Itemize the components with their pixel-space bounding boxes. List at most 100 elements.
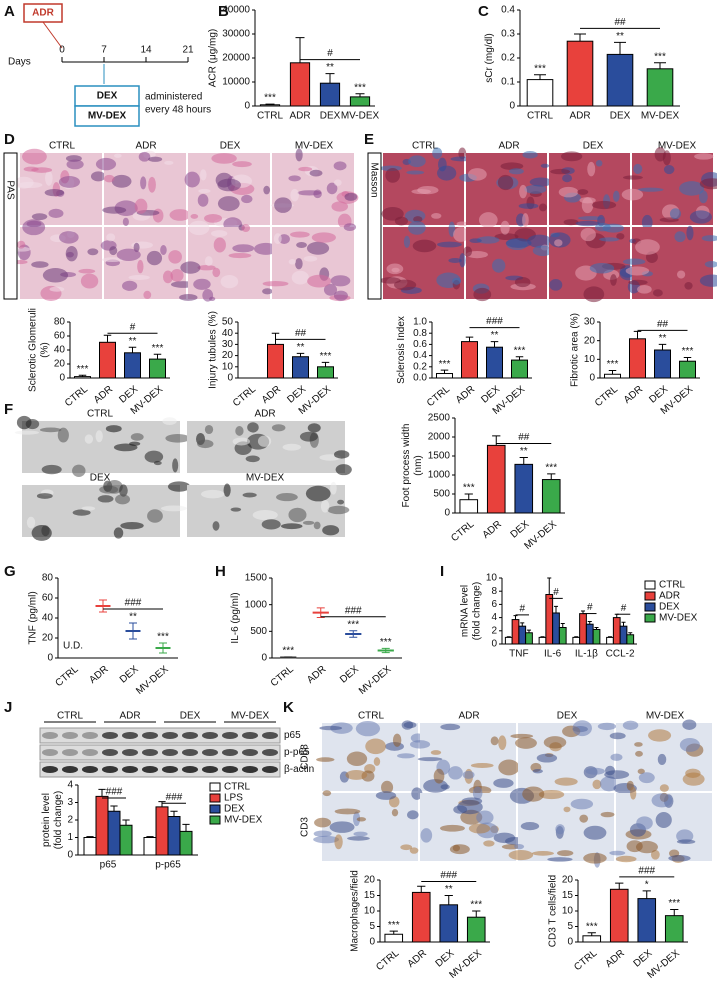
tissue xyxy=(622,720,639,730)
blot-label: p-p65 xyxy=(284,747,310,758)
bar xyxy=(606,53,634,107)
tissue xyxy=(440,784,450,790)
y-axis-label: protein level xyxy=(41,793,52,847)
y-tick-label: 20 xyxy=(222,350,234,361)
legend-label: DEX xyxy=(224,804,245,815)
band xyxy=(142,766,158,773)
band xyxy=(142,732,158,739)
tissue xyxy=(657,753,667,765)
tissue xyxy=(213,237,226,253)
x-tick-label: ADR xyxy=(260,384,283,406)
stain-label: CD3 xyxy=(300,817,311,837)
tissue xyxy=(201,489,225,499)
tissue xyxy=(597,722,617,731)
legend-label: MV-DEX xyxy=(659,613,698,624)
tissue xyxy=(147,509,163,523)
tissue xyxy=(330,275,351,287)
x-tick-label: ADR xyxy=(604,948,627,970)
tissue xyxy=(228,252,252,259)
tissue xyxy=(305,485,331,502)
band xyxy=(42,732,58,739)
significance: *** xyxy=(545,463,557,474)
tissue xyxy=(628,279,648,286)
legend-swatch xyxy=(644,580,656,590)
tissue xyxy=(80,273,99,289)
tissue xyxy=(540,163,550,168)
tissue xyxy=(417,186,439,195)
bar xyxy=(107,810,121,856)
tissue xyxy=(583,852,607,864)
stain-label: PAS xyxy=(4,180,15,200)
bar xyxy=(99,341,116,379)
tissue xyxy=(514,276,531,288)
tissue xyxy=(184,171,200,188)
x-tick-label: DEX xyxy=(338,664,361,686)
x-tick-label: DEX xyxy=(509,519,532,541)
y-axis-label: mRNA level xyxy=(459,585,470,637)
significance: *** xyxy=(347,619,359,630)
significance: ** xyxy=(326,62,334,73)
bar xyxy=(604,373,621,379)
error-bar xyxy=(628,632,633,635)
tissue xyxy=(22,219,46,236)
tissue xyxy=(610,753,623,761)
tissue xyxy=(143,290,152,300)
significance: *** xyxy=(682,346,694,357)
x-tick-label: ADR xyxy=(406,948,429,970)
tissue xyxy=(119,484,128,497)
error-bar xyxy=(78,374,87,377)
tissue xyxy=(333,179,342,186)
error-bar xyxy=(440,369,449,374)
stain-label: CD68 xyxy=(300,744,311,770)
tissue xyxy=(655,811,672,828)
tissue xyxy=(291,270,309,285)
error-bar xyxy=(615,882,624,890)
significance: *** xyxy=(607,359,619,370)
error-bar xyxy=(128,346,137,353)
tissue xyxy=(448,257,462,263)
significance: ** xyxy=(616,31,624,42)
tissue xyxy=(322,790,332,797)
band xyxy=(202,749,218,756)
tissue xyxy=(113,443,138,452)
tissue xyxy=(344,192,358,201)
tissue xyxy=(637,768,645,775)
error-bar xyxy=(633,330,642,339)
y-tick-label: 0.6 xyxy=(413,339,427,350)
bar xyxy=(143,837,157,856)
y-tick-label: 1000 xyxy=(428,470,451,481)
error-bar xyxy=(295,37,305,63)
error-bar xyxy=(560,623,565,628)
error-bar xyxy=(381,647,390,654)
bar xyxy=(349,96,371,107)
x-tick-label: DEX xyxy=(320,111,341,122)
image-label: MV-DEX xyxy=(646,711,685,722)
error-bar xyxy=(321,361,330,367)
error-bar xyxy=(553,605,559,613)
error-bar xyxy=(607,636,613,638)
tissue xyxy=(257,435,272,447)
image-label: CTRL xyxy=(87,409,114,420)
y-tick-label: 10 xyxy=(222,361,234,372)
band xyxy=(162,732,178,739)
tissue xyxy=(130,433,144,441)
tissue xyxy=(65,245,78,262)
tissue xyxy=(704,261,717,268)
tissue xyxy=(230,507,242,512)
tissue xyxy=(500,162,524,170)
bar xyxy=(511,359,528,379)
tissue xyxy=(508,849,534,861)
bar xyxy=(664,915,684,943)
bracket-label: # xyxy=(553,587,559,598)
error-bar xyxy=(465,336,474,342)
x-tick-label: CTRL xyxy=(374,948,401,973)
image-label: CTRL xyxy=(49,141,76,152)
bar xyxy=(579,613,587,645)
y-tick-label: 40000 xyxy=(222,5,250,16)
tissue xyxy=(483,840,495,847)
tissue xyxy=(580,227,596,242)
tissue xyxy=(316,757,335,762)
x-tick-label: CTRL xyxy=(425,384,452,409)
tissue xyxy=(302,520,315,525)
